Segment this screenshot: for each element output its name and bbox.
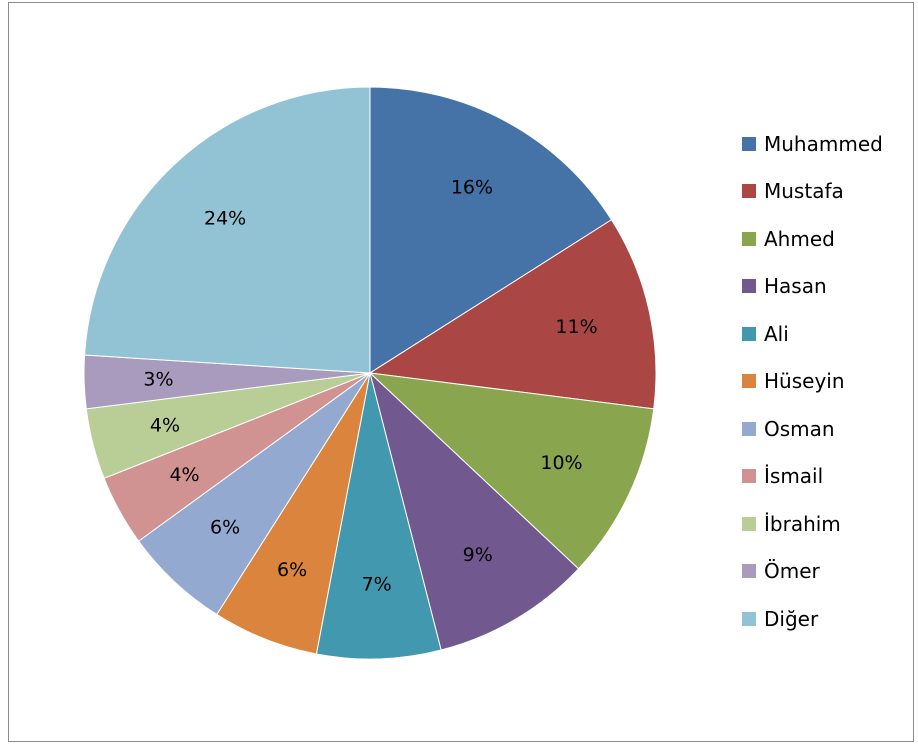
legend-label: Hüseyin [764,369,845,394]
pie-slice-5 [315,372,442,660]
legend-item-9: İbrahim [742,500,883,548]
legend-label: Mustafa [764,179,844,204]
legend-label: Ali [764,321,789,346]
slice-label-4: 9% [463,544,493,566]
legend-item-8: İsmail [742,453,883,501]
slice-label-10: 3% [143,369,173,391]
slice-label-2: 11% [555,316,597,338]
legend-swatch [742,516,756,531]
slice-label-8: 4% [169,464,199,486]
legend-label: Diğer [764,606,819,631]
pie-slice-4 [369,371,580,651]
legend-label: Ahmed [764,226,835,251]
legend-item-2: Mustafa [742,168,883,216]
legend-swatch [742,469,756,484]
slice-label-3: 10% [540,452,582,474]
legend: Muhammed Mustafa Ahmed Hasan Ali Hüseyin Osman… [742,120,883,643]
legend-item-6: Hüseyin [742,358,883,406]
legend-label: İsmail [764,464,824,489]
slice-label-9: 4% [150,415,180,437]
legend-item-5: Ali [742,310,883,358]
legend-swatch [742,611,756,626]
pie-slice-1 [369,86,613,374]
legend-swatch [742,421,756,436]
pie-slice-2 [368,219,657,410]
pie-slices [83,86,657,660]
legend-label: Ömer [764,559,820,584]
legend-swatch [742,374,756,389]
legend-swatch [742,231,756,246]
pie-labels: 16% 11% 10% 9% 7% 6% 6% 4% 4% 3% 24% [143,177,597,596]
slice-label-6: 6% [277,559,307,581]
legend-swatch [742,564,756,579]
legend-swatch [742,184,756,199]
slice-label-7: 6% [210,516,240,538]
legend-swatch [742,326,756,341]
legend-label: İbrahim [764,511,841,536]
pie-slice-11 [84,86,371,374]
slice-label-11: 24% [204,208,246,230]
legend-label: Osman [764,416,835,441]
pie-slice-3 [368,372,655,570]
legend-swatch [742,136,756,151]
legend-label: Muhammed [764,131,883,156]
legend-item-3: Ahmed [742,215,883,263]
slice-label-5: 7% [362,574,392,596]
legend-item-7: Osman [742,405,883,453]
legend-item-11: Diğer [742,595,883,643]
legend-item-4: Hasan [742,263,883,311]
slice-label-1: 16% [451,177,493,199]
legend-swatch [742,279,756,294]
legend-item-10: Ömer [742,548,883,596]
legend-item-1: Muhammed [742,120,883,168]
legend-label: Hasan [764,274,827,299]
